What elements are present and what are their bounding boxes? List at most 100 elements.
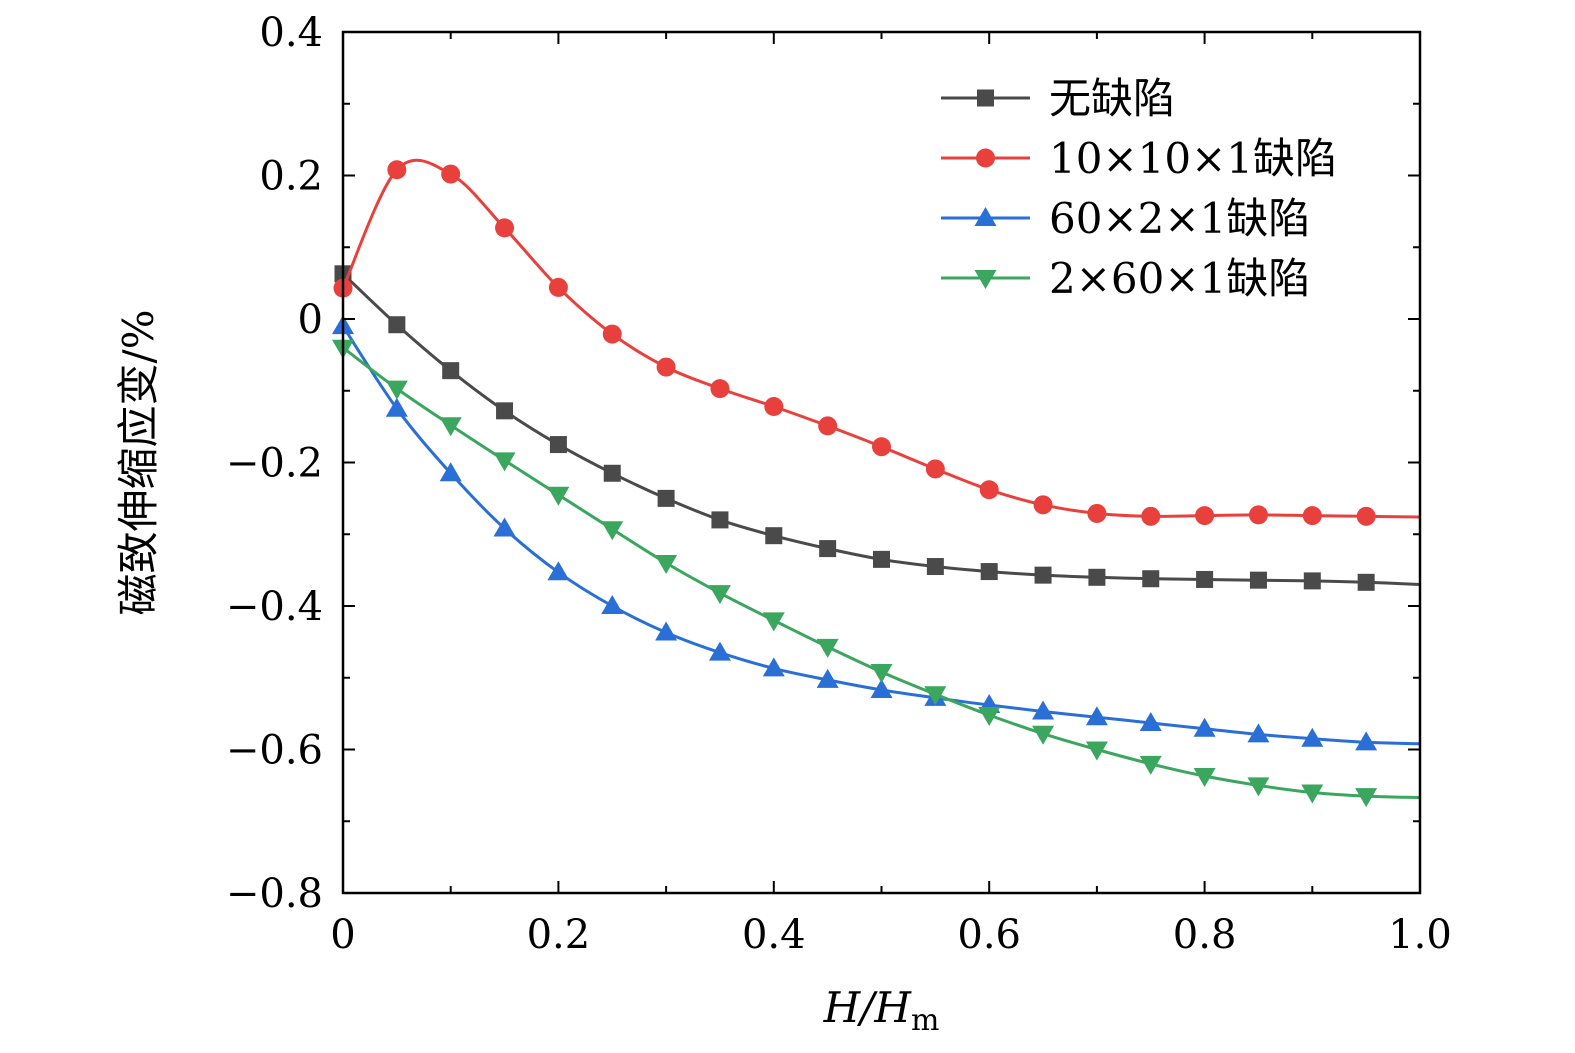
- ticks-layer: 0.40.20−0.2−0.4−0.6−0.80 0.2 0.4 0.6 0.8 1.0: [226, 10, 1452, 958]
- data-point: [762, 657, 785, 677]
- y-tick-label: 0.2: [259, 154, 323, 200]
- data-point: [442, 362, 460, 380]
- legend-swatch-marker: [974, 270, 997, 289]
- data-point: [495, 218, 515, 238]
- data-point: [1085, 706, 1108, 726]
- data-point: [602, 324, 622, 344]
- legend-label: 60×2×1缺陷: [1049, 194, 1310, 243]
- series-1: [334, 265, 1421, 591]
- data-point: [1032, 725, 1055, 745]
- legend-item: 2×60×1缺陷: [941, 254, 1310, 303]
- data-point: [547, 561, 570, 581]
- legend-item: 60×2×1缺陷: [941, 194, 1310, 243]
- series-2: [333, 158, 1421, 526]
- data-point: [818, 416, 838, 436]
- legend-label: 10×10×1缺陷: [1049, 134, 1337, 183]
- data-point: [710, 379, 730, 399]
- legend-swatch-marker: [977, 89, 994, 107]
- data-point: [1248, 505, 1268, 525]
- x-axis-title: H/Hm: [823, 983, 940, 1038]
- data-point: [1302, 506, 1322, 526]
- data-point: [873, 550, 890, 568]
- data-point: [1195, 506, 1215, 526]
- data-point: [1355, 788, 1378, 808]
- data-point: [385, 397, 408, 417]
- data-point: [1193, 717, 1216, 737]
- data-point: [439, 417, 462, 437]
- data-point: [548, 277, 568, 297]
- data-point: [1033, 495, 1053, 515]
- legend-swatch-marker: [974, 207, 997, 226]
- data-point: [1301, 784, 1324, 804]
- data-point: [603, 464, 621, 482]
- data-point: [388, 316, 406, 334]
- data-point: [978, 707, 1001, 727]
- data-point: [601, 521, 624, 541]
- data-point: [765, 527, 783, 545]
- data-point: [547, 486, 570, 506]
- data-point: [926, 558, 944, 576]
- y-tick-label: −0.8: [226, 871, 323, 917]
- data-point: [924, 686, 947, 706]
- data-point: [819, 540, 837, 558]
- series-4: [332, 339, 1421, 808]
- data-point: [655, 621, 678, 641]
- data-point: [870, 664, 893, 684]
- data-point: [1357, 573, 1375, 591]
- x-tick-label: 0: [330, 912, 355, 958]
- legend-item: 无缺陷: [941, 74, 1175, 123]
- data-point: [657, 489, 675, 507]
- data-point: [708, 585, 731, 605]
- data-point: [762, 612, 785, 632]
- data-point: [655, 554, 678, 574]
- data-point: [439, 462, 462, 482]
- x-axis-title-main: H/H: [823, 983, 913, 1032]
- data-point: [1249, 571, 1267, 589]
- y-axis-title: 磁致伸缩应变/%: [114, 309, 163, 615]
- data-point: [493, 452, 516, 472]
- x-tick-label: 0.2: [527, 912, 591, 958]
- data-point: [979, 480, 999, 500]
- data-point: [980, 563, 998, 581]
- data-point: [1355, 731, 1378, 751]
- x-tick-label: 0.8: [1173, 912, 1237, 958]
- data-point: [816, 638, 839, 658]
- x-axis-title-subscript: m: [911, 1003, 939, 1038]
- data-point: [764, 397, 784, 417]
- data-point: [441, 164, 461, 184]
- x-tick-label: 0.6: [957, 912, 1021, 958]
- series-line: [341, 272, 1421, 586]
- data-point: [493, 517, 516, 537]
- y-tick-label: −0.2: [226, 441, 323, 487]
- data-point: [1247, 723, 1270, 743]
- data-point: [496, 402, 514, 420]
- data-point: [925, 459, 945, 479]
- data-point: [870, 678, 893, 698]
- x-tick-label: 1.0: [1388, 912, 1452, 958]
- y-tick-label: −0.6: [226, 728, 323, 774]
- data-point: [1139, 755, 1162, 775]
- data-point: [1088, 568, 1106, 586]
- y-tick-label: 0: [298, 297, 323, 343]
- data-point: [872, 437, 891, 457]
- legend-label: 2×60×1缺陷: [1049, 254, 1310, 303]
- data-point: [1196, 570, 1214, 588]
- data-point: [1193, 768, 1216, 788]
- data-point: [1034, 566, 1052, 584]
- data-point: [1356, 506, 1376, 526]
- legend-label: 无缺陷: [1049, 74, 1175, 123]
- data-point: [385, 380, 408, 400]
- legend-item: 10×10×1缺陷: [941, 134, 1337, 183]
- data-point: [656, 357, 676, 377]
- data-point: [1247, 777, 1270, 797]
- data-point: [816, 668, 839, 688]
- series-layer: [332, 158, 1421, 808]
- data-point: [549, 436, 567, 454]
- data-point: [1141, 506, 1161, 526]
- data-point: [708, 641, 731, 661]
- legend-swatch-marker: [976, 148, 995, 168]
- y-tick-label: 0.4: [259, 10, 323, 56]
- data-point: [1085, 741, 1108, 761]
- x-tick-label: 0.4: [742, 912, 806, 958]
- data-point: [1142, 570, 1160, 588]
